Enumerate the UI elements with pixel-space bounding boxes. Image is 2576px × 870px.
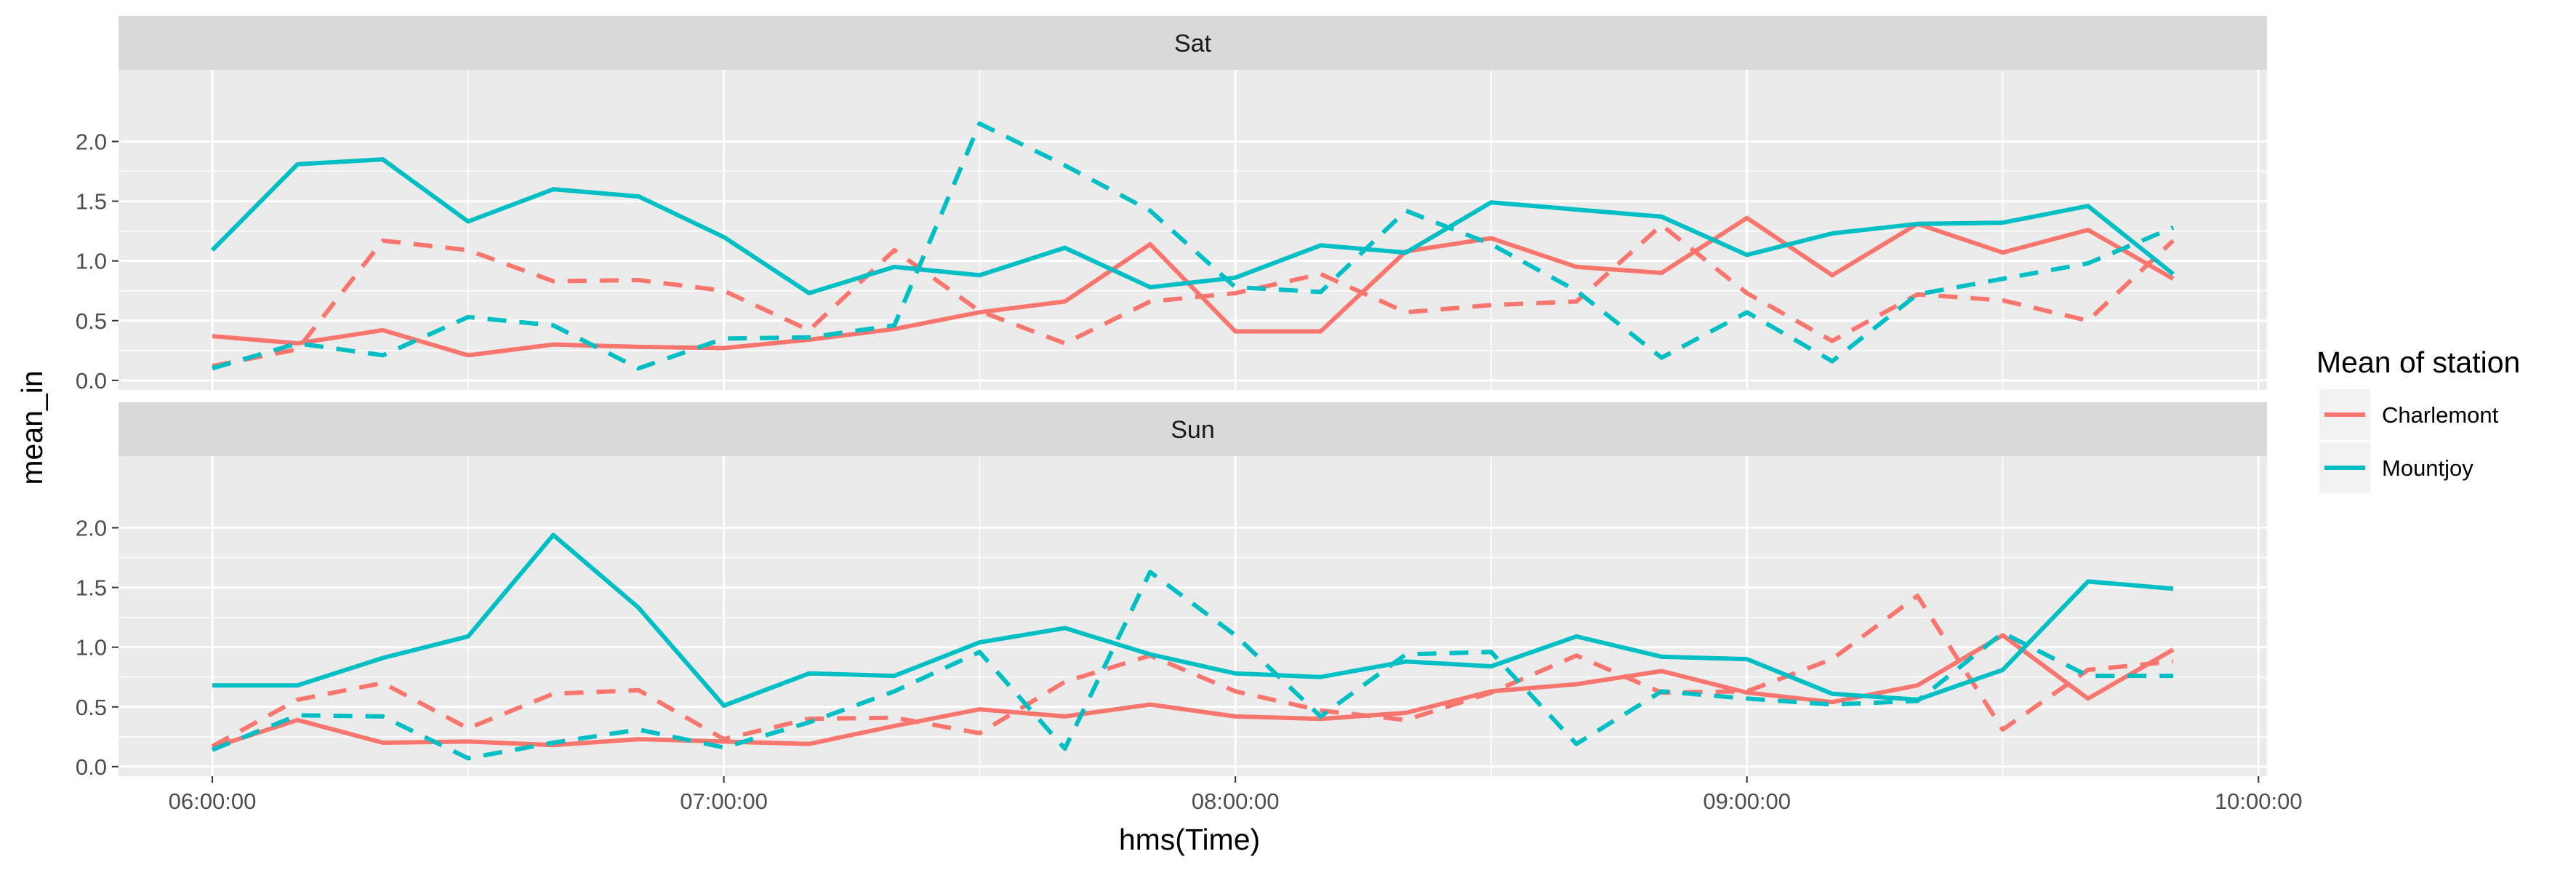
legend-title: Mean of station <box>2316 346 2520 379</box>
x-tick-label: 06:00:00 <box>169 789 257 814</box>
series-line-mountjoy-solid <box>210 157 2175 295</box>
panel-background <box>119 456 2267 776</box>
series-line-mountjoy-dashed <box>211 570 2173 761</box>
y-tick-label: 1.0 <box>76 635 107 661</box>
x-axis: 06:00:00 07:00:00 08:00:00 09:00:00 10:00:00 <box>169 776 2303 814</box>
series-line-charlemont-dashed <box>212 223 2175 369</box>
series-line-charlemont-dashed <box>211 594 2174 749</box>
facet-strip-label: Sun <box>1171 416 1215 444</box>
series-line-charlemont-solid <box>212 215 2175 358</box>
facet-strip <box>119 402 2267 456</box>
x-tick-label: 09:00:00 <box>1703 789 1791 814</box>
y-tick-label: 2.0 <box>76 516 107 541</box>
x-tick-label: 10:00:00 <box>2215 789 2303 814</box>
legend-label: Mountjoy <box>2382 455 2473 481</box>
y-tick-label: 0.5 <box>76 695 107 720</box>
y-tick-label: 1.5 <box>76 575 107 601</box>
y-tick-label: 0.0 <box>76 368 107 394</box>
x-axis-title: hms(Time) <box>1119 823 1260 856</box>
facet-panel-sat: Sat 0.0 0.5 1.0 1.5 2.0 <box>76 16 2267 394</box>
y-tick-label: 2.0 <box>76 129 107 155</box>
panel-background <box>119 70 2267 390</box>
series-line-charlemont-solid <box>212 633 2175 750</box>
facet-strip <box>119 16 2267 70</box>
y-tick-label: 0.0 <box>76 754 107 780</box>
x-tick-label: 07:00:00 <box>680 789 768 814</box>
facet-panel-sun: Sun 0.0 0.5 1.0 1.5 2.0 <box>76 402 2267 780</box>
x-tick-label: 08:00:00 <box>1192 789 1280 814</box>
legend-item-mountjoy: Mountjoy <box>2319 442 2473 493</box>
y-axis-title: mean_in <box>15 370 49 484</box>
facet-panels: Sat 0.0 0.5 1.0 1.5 2.0 Sun 0.0 0.5 1.0 1.5 2.0 <box>76 16 2267 780</box>
legend-label: Charlemont <box>2382 402 2499 428</box>
legend-item-charlemont: Charlemont <box>2319 389 2499 440</box>
legend-keys: Charlemont Mountjoy <box>2319 389 2499 493</box>
y-tick-label: 0.5 <box>76 308 107 334</box>
legend: Mean of station Charlemont Mountjoy <box>2316 346 2520 493</box>
facet-strip-label: Sat <box>1174 30 1212 57</box>
y-tick-label: 1.0 <box>76 249 107 274</box>
y-tick-label: 1.5 <box>76 189 107 215</box>
series-line-mountjoy-solid <box>212 532 2174 709</box>
